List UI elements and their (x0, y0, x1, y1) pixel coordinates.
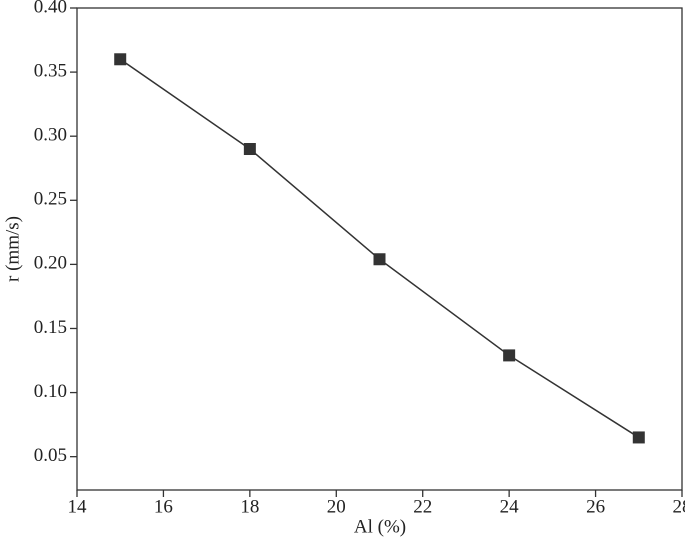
y-tick-label: 0.35 (34, 60, 67, 81)
y-tick-label: 0.05 (34, 445, 67, 466)
y-tick-label: 0.30 (34, 125, 67, 146)
y-axis-label: r (mm/s) (2, 216, 23, 282)
data-point (503, 349, 516, 362)
x-tick-label: 24 (500, 496, 520, 517)
plot-frame (76, 7, 683, 491)
data-point (373, 253, 386, 266)
x-tick-label: 18 (240, 496, 259, 517)
data-point (632, 431, 645, 444)
x-tick-label: 22 (413, 496, 432, 517)
data-point (114, 53, 127, 66)
y-tick-label: 0.25 (34, 189, 67, 210)
y-tick-label: 0.10 (34, 381, 67, 402)
y-tick-label: 0.20 (34, 253, 67, 274)
x-tick-label: 28 (673, 496, 685, 517)
x-axis-label: Al (%) (354, 516, 406, 537)
y-tick-label: 0.40 (34, 0, 67, 17)
x-tick-label: 14 (68, 496, 88, 517)
x-tick-label: 16 (154, 496, 173, 517)
x-tick-label: 26 (586, 496, 605, 517)
data-point (243, 143, 256, 156)
series-line (119, 58, 640, 439)
x-tick-label: 20 (327, 496, 346, 517)
y-tick-label: 0.15 (34, 317, 67, 338)
